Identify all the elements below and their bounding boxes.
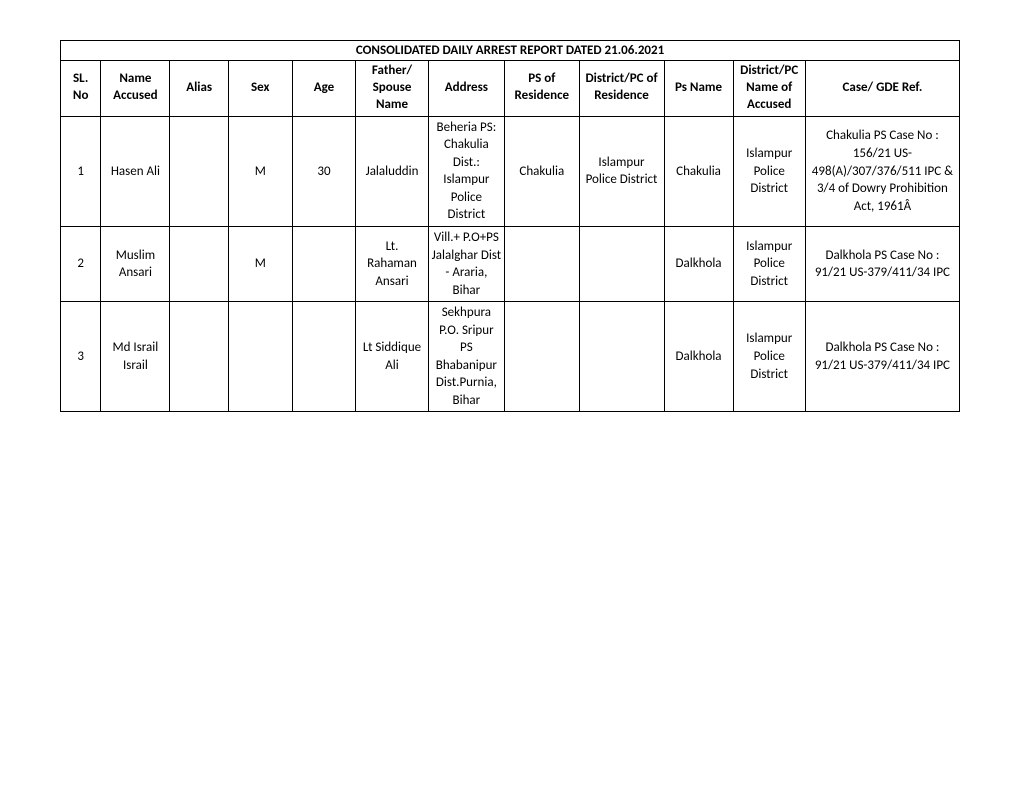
- cell-distres: Islampur Police District: [579, 116, 664, 226]
- cell-alias: [170, 302, 228, 412]
- header-case: Case/ GDE Ref.: [805, 61, 959, 117]
- header-psres: PS of Residence: [505, 61, 579, 117]
- cell-father: Lt Siddique Ali: [356, 302, 428, 412]
- report-title: CONSOLIDATED DAILY ARREST REPORT DATED 2…: [61, 41, 960, 61]
- cell-alias: [170, 226, 228, 301]
- cell-distres: [579, 226, 664, 301]
- table-row: 3 Md Israil Israil Lt Siddique Ali Sekhp…: [61, 302, 960, 412]
- header-alias: Alias: [170, 61, 228, 117]
- cell-age: 30: [292, 116, 356, 226]
- cell-case: Dalkhola PS Case No : 91/21 US-379/411/3…: [805, 302, 959, 412]
- header-slno: SL. No: [61, 61, 101, 117]
- cell-address: Beheria PS: Chakulia Dist.: Islampur Pol…: [428, 116, 505, 226]
- cell-psres: [505, 302, 579, 412]
- cell-father: Jalaluddin: [356, 116, 428, 226]
- table-row: 1 Hasen Ali M 30 Jalaluddin Beheria PS: …: [61, 116, 960, 226]
- cell-address: Vill.+ P.O+PS Jalalghar Dist - Araria, B…: [428, 226, 505, 301]
- cell-psname: Dalkhola: [664, 226, 733, 301]
- cell-slno: 2: [61, 226, 101, 301]
- table-row: 2 Muslim Ansari M Lt. Rahaman Ansari Vil…: [61, 226, 960, 301]
- cell-distacc: Islampur Police District: [733, 302, 805, 412]
- cell-case: Dalkhola PS Case No : 91/21 US-379/411/3…: [805, 226, 959, 301]
- cell-case: Chakulia PS Case No : 156/21 US-498(A)/3…: [805, 116, 959, 226]
- cell-alias: [170, 116, 228, 226]
- cell-distacc: Islampur Police District: [733, 226, 805, 301]
- cell-sex: [228, 302, 292, 412]
- cell-age: [292, 302, 356, 412]
- header-distacc: District/PC Name of Accused: [733, 61, 805, 117]
- header-distres: District/PC of Residence: [579, 61, 664, 117]
- cell-psres: [505, 226, 579, 301]
- cell-name: Muslim Ansari: [101, 226, 170, 301]
- header-row: SL. No Name Accused Alias Sex Age Father…: [61, 61, 960, 117]
- arrest-report-table: CONSOLIDATED DAILY ARREST REPORT DATED 2…: [60, 40, 960, 412]
- cell-psname: Dalkhola: [664, 302, 733, 412]
- cell-psres: Chakulia: [505, 116, 579, 226]
- header-address: Address: [428, 61, 505, 117]
- cell-father: Lt. Rahaman Ansari: [356, 226, 428, 301]
- cell-name: Md Israil Israil: [101, 302, 170, 412]
- cell-psname: Chakulia: [664, 116, 733, 226]
- header-psname: Ps Name: [664, 61, 733, 117]
- header-father: Father/ Spouse Name: [356, 61, 428, 117]
- cell-address: Sekhpura P.O. Sripur PS Bhabanipur Dist.…: [428, 302, 505, 412]
- cell-age: [292, 226, 356, 301]
- title-row: CONSOLIDATED DAILY ARREST REPORT DATED 2…: [61, 41, 960, 61]
- cell-sex: M: [228, 116, 292, 226]
- header-sex: Sex: [228, 61, 292, 117]
- cell-name: Hasen Ali: [101, 116, 170, 226]
- cell-slno: 1: [61, 116, 101, 226]
- header-name: Name Accused: [101, 61, 170, 117]
- cell-distres: [579, 302, 664, 412]
- header-age: Age: [292, 61, 356, 117]
- cell-distacc: Islampur Police District: [733, 116, 805, 226]
- cell-slno: 3: [61, 302, 101, 412]
- cell-sex: M: [228, 226, 292, 301]
